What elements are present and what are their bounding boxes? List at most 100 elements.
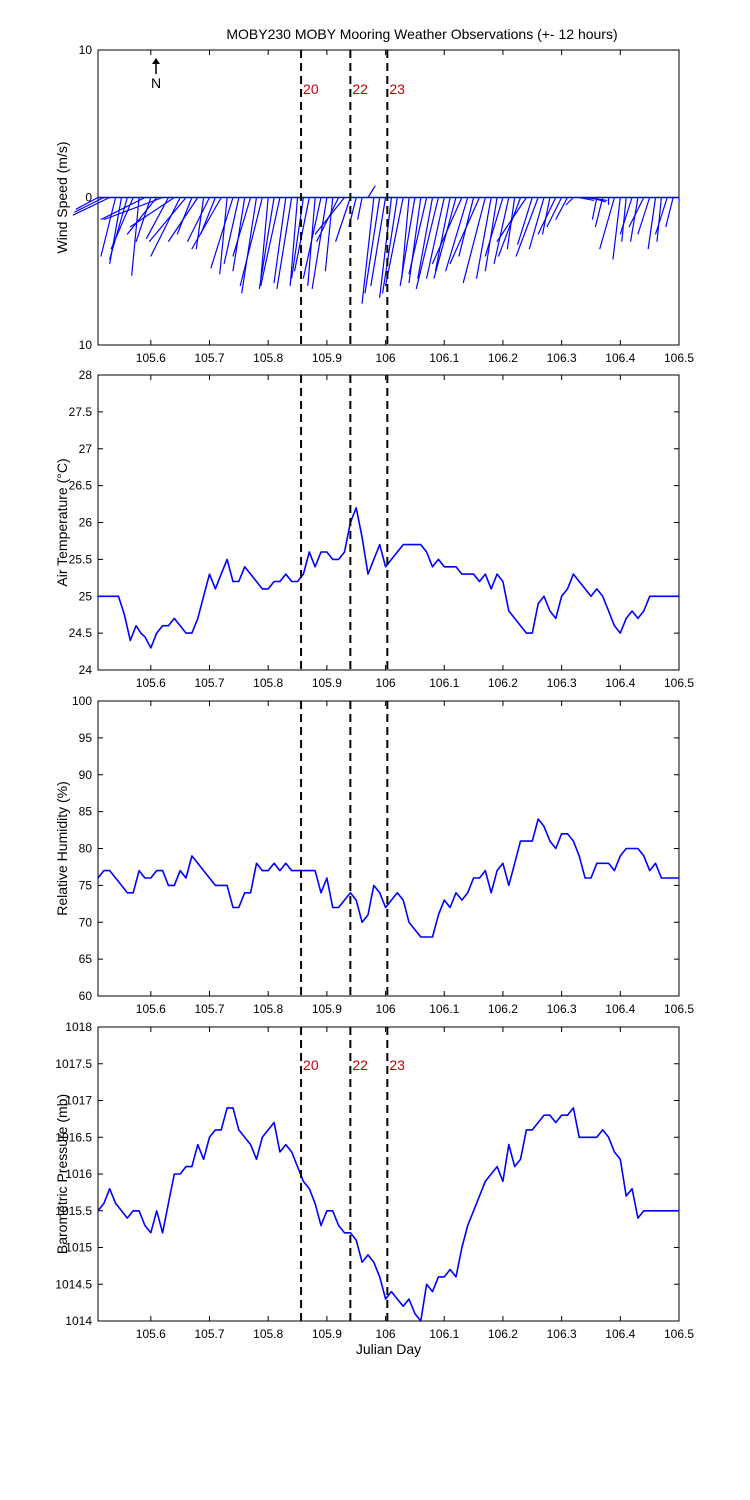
pressure-xtick-label: 106.3 bbox=[547, 1327, 577, 1341]
humidity-axes-box bbox=[97, 700, 680, 997]
wind-stick bbox=[565, 197, 574, 206]
pressure-event-label: 23 bbox=[389, 1057, 405, 1073]
wind-stick bbox=[74, 196, 105, 213]
humidity-xtick-label: 106.1 bbox=[429, 1002, 459, 1016]
wind-stick bbox=[594, 197, 604, 228]
airtemp-xtick-label: 105.7 bbox=[194, 676, 224, 690]
humidity-xtick-label: 106.3 bbox=[547, 1002, 577, 1016]
wind-stick bbox=[100, 197, 117, 257]
wind-stick bbox=[260, 197, 269, 279]
airtemp-xtick-label: 106.5 bbox=[664, 676, 694, 690]
north-arrow-icon: N bbox=[151, 58, 161, 91]
wind-stick bbox=[210, 197, 234, 269]
wind-stick bbox=[555, 197, 569, 220]
airtemp-xtick-label: 106.1 bbox=[429, 676, 459, 690]
wind-xtick-label: 106 bbox=[376, 351, 396, 365]
humidity-ytick-label: 95 bbox=[79, 731, 93, 745]
wind-stick bbox=[541, 197, 551, 235]
wind-stick bbox=[434, 197, 451, 272]
wind-event-label: 20 bbox=[303, 81, 319, 97]
pressure-ytick-label: 1015 bbox=[65, 1241, 92, 1255]
wind-stick bbox=[260, 197, 281, 287]
pressure-ytick-label: 1015.5 bbox=[55, 1204, 92, 1218]
airtemp-xtick-label: 105.6 bbox=[136, 676, 166, 690]
wind-stick bbox=[239, 197, 263, 287]
wind-stick bbox=[273, 197, 287, 284]
pressure-xtick-label: 105.6 bbox=[136, 1327, 166, 1341]
wind-stick bbox=[276, 197, 293, 290]
wind-stick bbox=[109, 197, 128, 260]
airtemp-y-axis-label: Air Temperature (°C) bbox=[54, 458, 70, 586]
wind-xtick-label: 106.4 bbox=[605, 351, 635, 365]
wind-stick bbox=[176, 197, 193, 235]
pressure-ytick-label: 1014.5 bbox=[55, 1277, 92, 1291]
airtemp-series-line bbox=[98, 506, 679, 649]
pressure-xtick-label: 106.2 bbox=[488, 1327, 518, 1341]
wind-panel: 105.6 105.7 105.8 105.9 106 106.1 106.2 106.3 10… bbox=[54, 43, 694, 365]
airtemp-axes-box bbox=[97, 374, 680, 671]
wind-stick bbox=[433, 197, 457, 279]
wind-stick bbox=[629, 197, 639, 242]
wind-xtick-label: 105.9 bbox=[312, 351, 342, 365]
pressure-ytick-label: 1014 bbox=[65, 1314, 92, 1328]
wind-stick bbox=[315, 197, 340, 243]
pressure-ytick-label: 1016 bbox=[65, 1167, 92, 1181]
humidity-xtick-label: 105.9 bbox=[312, 1002, 342, 1016]
wind-stick bbox=[449, 197, 481, 265]
airtemp-ytick-label: 24 bbox=[79, 663, 93, 677]
humidity-xtick-label: 106.2 bbox=[488, 1002, 518, 1016]
wind-stick bbox=[621, 197, 627, 242]
wind-stick bbox=[425, 197, 445, 279]
pressure-xtick-label: 105.7 bbox=[194, 1327, 224, 1341]
wind-stick bbox=[612, 197, 621, 260]
wind-stick bbox=[302, 197, 322, 279]
wind-stick bbox=[656, 197, 662, 242]
wind-stick bbox=[665, 197, 674, 228]
wind-stick bbox=[195, 197, 205, 250]
wind-stick bbox=[131, 197, 140, 276]
wind-stick bbox=[379, 197, 393, 298]
airtemp-xtick-label: 106.4 bbox=[605, 676, 635, 690]
airtemp-xtick-label: 105.9 bbox=[312, 676, 342, 690]
humidity-xtick-label: 106.4 bbox=[605, 1002, 635, 1016]
wind-stick bbox=[335, 197, 351, 242]
humidity-series-line bbox=[97, 818, 679, 938]
wind-stick bbox=[537, 197, 557, 235]
airtemp-xtick-label: 106.3 bbox=[547, 676, 577, 690]
wind-stick bbox=[647, 197, 657, 250]
figure-title: MOBY230 MOBY Mooring Weather Observation… bbox=[226, 26, 617, 42]
airtemp-ytick-label: 26.5 bbox=[69, 479, 93, 493]
wind-stick bbox=[357, 197, 363, 220]
airtemp-xtick-label: 106.2 bbox=[488, 676, 518, 690]
wind-stick bbox=[408, 197, 422, 284]
wind-xtick-label: 106.1 bbox=[429, 351, 459, 365]
pressure-x-axis-label: Julian Day bbox=[356, 1341, 421, 1357]
airtemp-panel: 105.6 105.7 105.8 105.9 106 106.1 106.2 106.3 10… bbox=[54, 368, 694, 690]
pressure-ytick-label: 1017.5 bbox=[55, 1057, 92, 1071]
wind-stick bbox=[150, 197, 181, 257]
wind-stick bbox=[361, 197, 375, 304]
wind-stick bbox=[223, 197, 240, 265]
humidity-ytick-label: 70 bbox=[79, 915, 93, 929]
pressure-series-line bbox=[97, 1107, 679, 1322]
airtemp-xtick-label: 105.8 bbox=[253, 676, 283, 690]
wind-stick bbox=[515, 197, 539, 257]
wind-stick bbox=[445, 197, 469, 272]
humidity-ytick-label: 80 bbox=[79, 842, 93, 856]
wind-ytick-label: 10 bbox=[79, 338, 93, 352]
wind-stick bbox=[364, 197, 381, 294]
wind-stick bbox=[219, 197, 228, 275]
wind-stick bbox=[314, 197, 345, 235]
airtemp-xtick-label: 106 bbox=[376, 676, 396, 690]
wind-stick bbox=[628, 197, 645, 228]
wind-ytick-label: 10 bbox=[79, 43, 93, 57]
airtemp-ytick-label: 26 bbox=[79, 516, 93, 530]
wind-event-label: 22 bbox=[352, 81, 368, 97]
wind-event-label: 23 bbox=[389, 81, 405, 97]
wind-stick bbox=[528, 197, 545, 250]
humidity-ytick-label: 90 bbox=[79, 768, 93, 782]
wind-stick bbox=[324, 197, 334, 272]
wind-y-axis-label: Wind Speed (m/s) bbox=[54, 141, 70, 253]
wind-stick bbox=[431, 197, 463, 265]
humidity-xtick-label: 105.6 bbox=[136, 1002, 166, 1016]
